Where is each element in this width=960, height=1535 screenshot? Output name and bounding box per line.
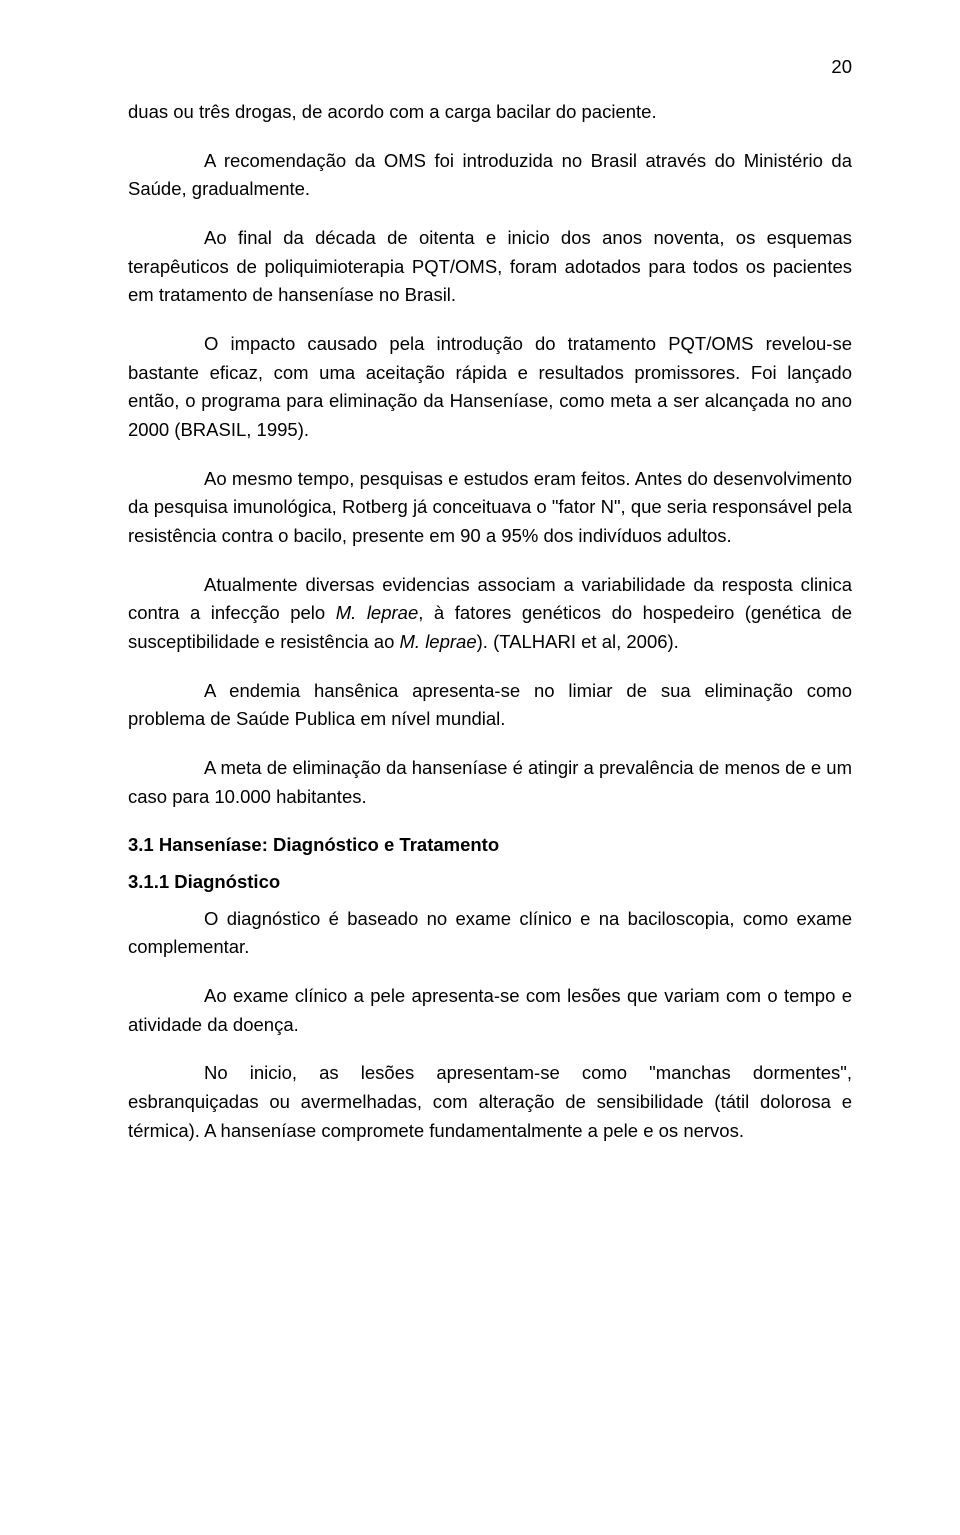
body-text: duas ou três drogas, de acordo com a car… <box>128 98 852 1145</box>
paragraph: A endemia hansênica apresenta-se no limi… <box>128 677 852 734</box>
paragraph: O impacto causado pela introdução do tra… <box>128 330 852 445</box>
paragraph: Ao exame clínico a pele apresenta-se com… <box>128 982 852 1039</box>
paragraph: A meta de eliminação da hanseníase é ati… <box>128 754 852 811</box>
page-number: 20 <box>831 56 852 78</box>
paragraph: No inicio, as lesões apresentam-se como … <box>128 1059 852 1145</box>
paragraph: O diagnóstico é baseado no exame clínico… <box>128 905 852 962</box>
paragraph: Ao mesmo tempo, pesquisas e estudos eram… <box>128 465 852 551</box>
paragraph: duas ou três drogas, de acordo com a car… <box>128 98 852 127</box>
italic-text: M. leprae <box>400 631 477 652</box>
document-page: 20 duas ou três drogas, de acordo com a … <box>0 0 960 1535</box>
text-run: ). (TALHARI et al, 2006). <box>477 631 679 652</box>
italic-text: M. leprae <box>336 602 419 623</box>
heading-3-1-1: 3.1.1 Diagnóstico <box>128 868 852 897</box>
paragraph: Atualmente diversas evidencias associam … <box>128 571 852 657</box>
paragraph: A recomendação da OMS foi introduzida no… <box>128 147 852 204</box>
paragraph: Ao final da década de oitenta e inicio d… <box>128 224 852 310</box>
heading-3-1: 3.1 Hanseníase: Diagnóstico e Tratamento <box>128 831 852 860</box>
